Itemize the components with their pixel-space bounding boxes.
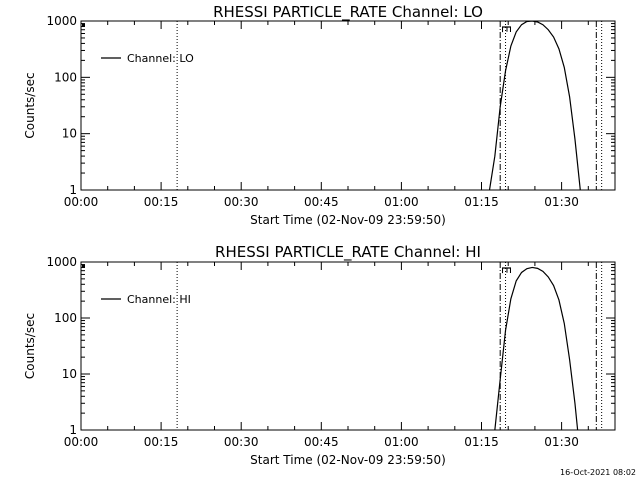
x-tick-label: 00:30 (224, 435, 259, 449)
y-tick-label: 10 (62, 127, 77, 141)
x-tick-label: 01:15 (464, 435, 499, 449)
flag-label: E (499, 266, 513, 274)
y-tick-label: 1 (69, 423, 77, 437)
x-tick-label: 01:00 (384, 195, 419, 209)
x-tick-label: 01:00 (384, 435, 419, 449)
x-tick-label: 01:15 (464, 195, 499, 209)
series-line (488, 21, 581, 190)
y-tick-label: 100 (54, 70, 77, 84)
panel-lo: RHESSI PARTICLE_RATE Channel: LO 00:00 00:… (23, 3, 616, 227)
y-tick-label: 10 (62, 367, 77, 381)
timestamp: 16-Oct-2021 08:02 (560, 468, 636, 477)
y-axis-label: Counts/sec (23, 313, 37, 379)
chart-title: RHESSI PARTICLE_RATE Channel: LO (213, 3, 483, 22)
legend-label: Channel: LO (127, 52, 194, 65)
y-axis-label: Counts/sec (23, 72, 37, 138)
y-tick-label: 1000 (46, 255, 77, 269)
corner-mark (82, 265, 85, 268)
x-tick-label: 00:00 (64, 195, 99, 209)
x-axis-label: Start Time (02-Nov-09 23:59:50) (250, 453, 446, 467)
x-tick-label: 01:30 (544, 195, 579, 209)
x-tick-label: 00:00 (64, 435, 99, 449)
x-axis-label: Start Time (02-Nov-09 23:59:50) (250, 213, 446, 227)
flag-label: E (499, 25, 513, 33)
x-tick-label: 00:45 (304, 195, 339, 209)
x-tick-label: 00:15 (144, 195, 179, 209)
panel-hi: RHESSI PARTICLE_RATE Channel: HI 00:00 00:… (23, 243, 616, 467)
y-tick-label: 1000 (46, 14, 77, 28)
x-tick-label: 00:45 (304, 435, 339, 449)
legend-label: Channel: HI (127, 293, 191, 306)
chart-title: RHESSI PARTICLE_RATE Channel: HI (215, 243, 481, 262)
x-tick-label: 01:30 (544, 435, 579, 449)
x-tick-label: 00:15 (144, 435, 179, 449)
y-tick-label: 100 (54, 311, 77, 325)
y-tick-label: 1 (69, 183, 77, 197)
x-tick-label: 00:30 (224, 195, 259, 209)
series-line (494, 266, 579, 430)
corner-mark (82, 24, 85, 27)
